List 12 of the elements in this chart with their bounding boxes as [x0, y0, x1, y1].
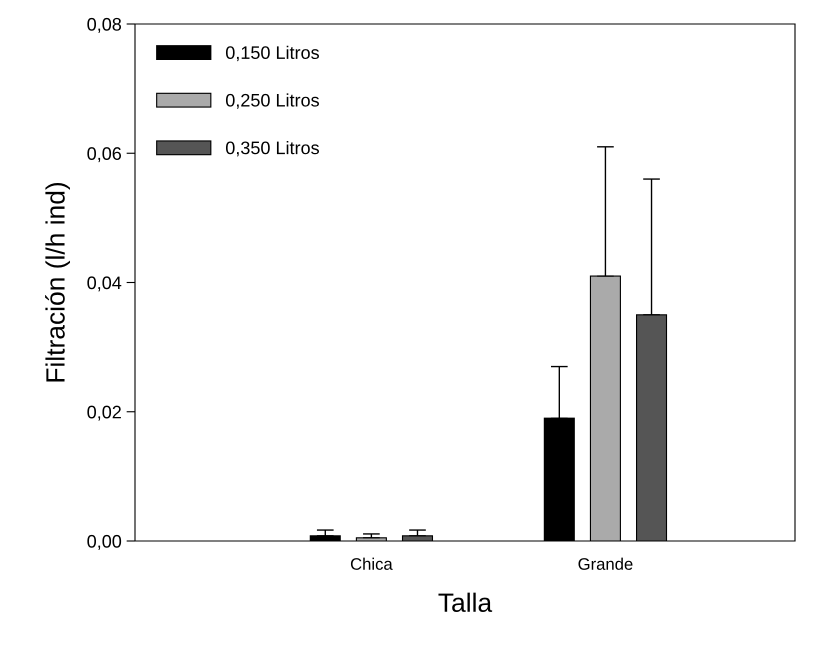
y-tick-label: 0,00 — [87, 534, 122, 550]
x-tick-label: Chica — [350, 558, 393, 570]
y-axis-title: Filtración (l/h ind) — [45, 182, 70, 382]
x-tick-label: Grande — [578, 558, 632, 570]
x-axis-title: Talla — [438, 592, 492, 612]
legend-label: 0,150 Litros — [226, 46, 319, 62]
y-tick-label: 0,04 — [87, 276, 122, 292]
y-tick-label: 0,02 — [87, 406, 121, 421]
y-tick-label: 0,06 — [87, 147, 122, 162]
legend-label: 0,350 Litros — [226, 141, 319, 156]
y-tick-label: 0,08 — [87, 18, 122, 33]
legend-label: 0,250 Litros — [226, 93, 319, 109]
